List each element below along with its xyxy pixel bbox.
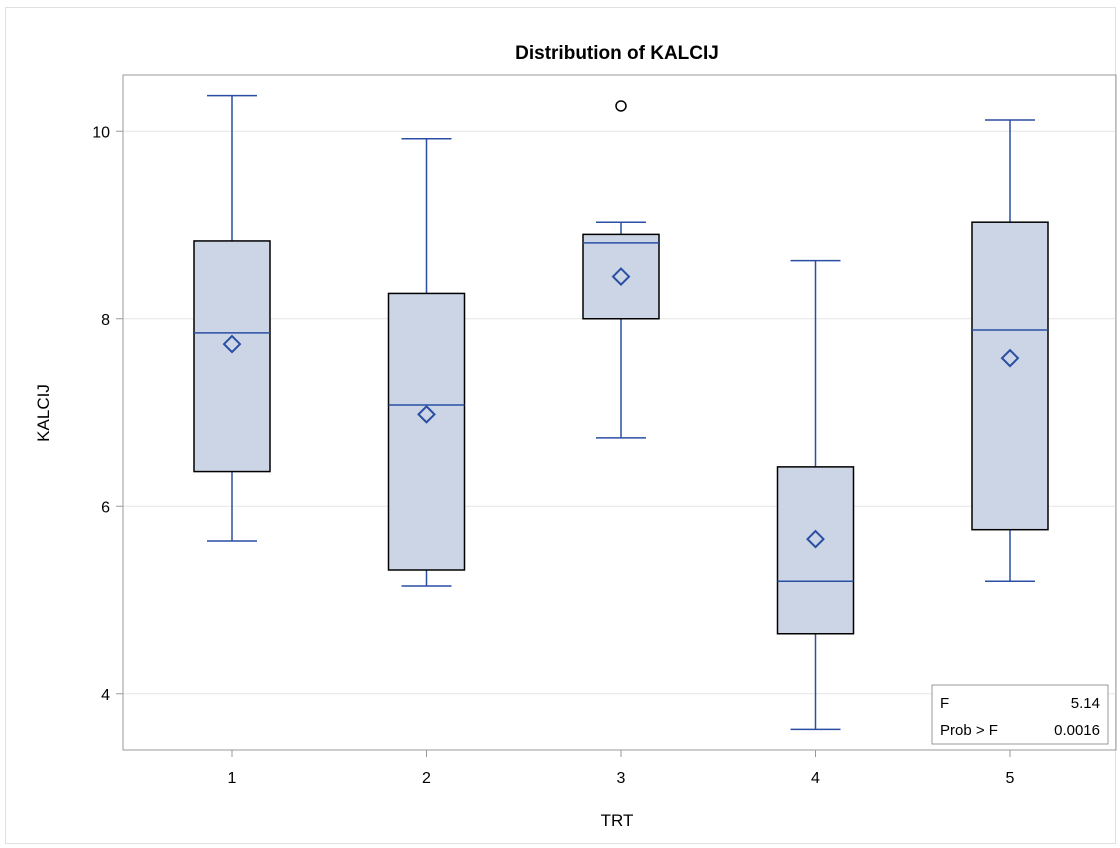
y-axis-ticks: 4 6 8 10 — [92, 124, 123, 704]
stats-f-label: F — [940, 695, 949, 712]
box-body-5 — [971, 221, 1049, 531]
x-tick-label-4: 4 — [811, 770, 820, 787]
outlier-3-0 — [615, 100, 627, 112]
box-2 — [387, 138, 466, 587]
box-body-4 — [776, 466, 855, 635]
y-tick-label-6: 6 — [101, 499, 110, 516]
boxes — [193, 94, 1049, 731]
grid-lines — [123, 130, 1116, 695]
mean-marker-2 — [417, 404, 436, 424]
box-5 — [971, 119, 1049, 582]
mean-marker-5 — [1000, 348, 1020, 368]
x-axis-label: TRT — [601, 811, 634, 830]
stats-prob-value: 0.0016 — [1054, 722, 1100, 739]
x-axis-ticks: 1 2 3 4 5 — [228, 750, 1015, 787]
y-axis-label: KALCIJ — [34, 384, 53, 442]
stats-inset-box — [931, 684, 1109, 745]
mean-marker-1 — [222, 334, 242, 354]
y-tick-label-4: 4 — [101, 687, 110, 704]
chart-title: Distribution of KALCIJ — [515, 43, 719, 64]
box-body-2 — [387, 292, 466, 571]
stats-inset: F 5.14 Prob > F 0.0016 — [931, 684, 1109, 745]
box-body-1 — [193, 240, 271, 473]
stats-f-value: 5.14 — [1071, 695, 1100, 712]
x-tick-label-1: 1 — [228, 770, 237, 787]
chart-frame — [5, 7, 1116, 844]
x-tick-label-5: 5 — [1006, 770, 1015, 787]
box-3 — [582, 100, 660, 439]
x-tick-label-3: 3 — [617, 770, 626, 787]
y-tick-label-8: 8 — [101, 312, 110, 329]
box-body-3 — [582, 233, 660, 320]
box-1 — [193, 94, 271, 542]
box-4 — [776, 259, 855, 731]
stats-prob-label: Prob > F — [940, 722, 998, 739]
x-tick-label-2: 2 — [422, 770, 431, 787]
mean-marker-4 — [806, 529, 825, 549]
plot-area — [122, 74, 1117, 751]
mean-marker-3 — [611, 267, 631, 286]
y-tick-label-10: 10 — [92, 124, 110, 141]
